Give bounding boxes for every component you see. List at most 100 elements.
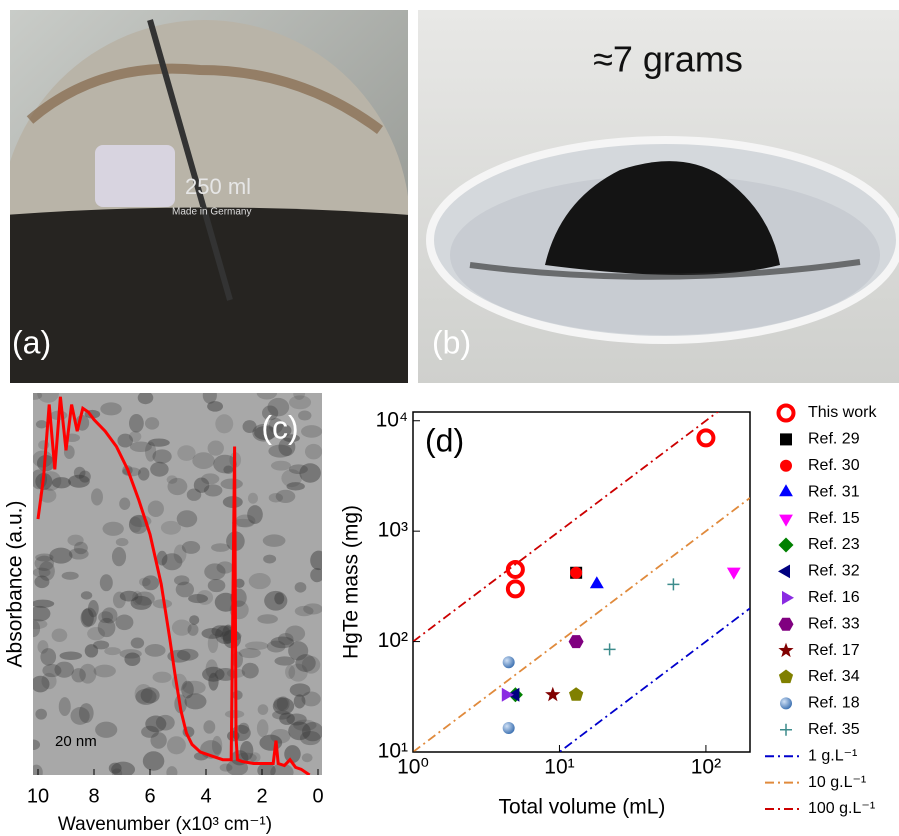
nanocrystal <box>33 675 50 693</box>
nanocrystal <box>97 617 116 638</box>
nanocrystal <box>115 614 134 631</box>
nanocrystal <box>152 671 172 683</box>
nanocrystal <box>138 577 151 587</box>
nanocrystal <box>87 627 106 641</box>
nanocrystal <box>181 680 194 699</box>
nanocrystal <box>281 469 302 488</box>
nanocrystal <box>294 605 314 617</box>
nanocrystal <box>184 693 207 710</box>
x-tick-label: 4 <box>200 785 211 807</box>
nanocrystal <box>288 663 308 682</box>
nanocrystal <box>150 461 169 477</box>
nanocrystal <box>215 625 236 645</box>
nanocrystal <box>145 441 157 462</box>
y-tick-label: 10² <box>378 629 408 652</box>
nanocrystal <box>219 763 233 772</box>
legend-label: Ref. 23 <box>808 536 860 553</box>
marker <box>502 656 515 669</box>
nanocrystal <box>95 721 118 738</box>
nanocrystal <box>84 644 99 658</box>
nanocrystal <box>263 554 277 564</box>
nanocrystal <box>238 722 250 734</box>
nanocrystal <box>41 672 57 690</box>
nanocrystal <box>79 663 97 684</box>
nanocrystal <box>235 514 256 528</box>
nanocrystal <box>232 690 243 700</box>
nanocrystal <box>278 437 296 457</box>
nanocrystal <box>111 547 127 567</box>
marker <box>570 566 583 579</box>
nanocrystal <box>284 745 301 764</box>
nanocrystal <box>155 714 175 731</box>
nanocrystal <box>276 696 290 712</box>
nanocrystal <box>68 474 90 488</box>
nanocrystal <box>203 720 216 734</box>
nanocrystal <box>254 425 277 440</box>
nanocrystal <box>148 438 170 447</box>
nanocrystal <box>257 614 278 624</box>
nanocrystal <box>137 467 150 481</box>
nanocrystal <box>274 656 295 666</box>
legend-swatch <box>778 537 794 553</box>
legend-swatch <box>780 697 792 710</box>
nanocrystal <box>288 464 308 475</box>
nanocrystal <box>238 647 261 659</box>
nanocrystal <box>208 672 219 691</box>
marker <box>502 721 515 734</box>
nanocrystal <box>68 548 89 560</box>
nanocrystal <box>211 543 230 552</box>
nanocrystal <box>176 510 198 528</box>
nanocrystal <box>88 599 99 618</box>
marker <box>505 559 525 579</box>
nanocrystal <box>189 615 200 625</box>
nanocrystal <box>270 728 291 744</box>
nanocrystal <box>270 763 294 775</box>
nanocrystal <box>152 599 173 609</box>
absorbance-line <box>36 396 311 775</box>
nanocrystal <box>61 571 79 580</box>
legend-swatch <box>776 403 796 423</box>
nanocrystal <box>160 520 181 535</box>
legend-swatch <box>778 617 794 631</box>
legend-label: Ref. 17 <box>808 642 860 659</box>
nanocrystal <box>35 708 47 720</box>
nanocrystal <box>196 590 214 605</box>
nanocrystal <box>223 465 234 475</box>
nanocrystal <box>152 449 172 464</box>
nanocrystal <box>288 641 309 661</box>
nanocrystal <box>293 719 317 731</box>
nanocrystal <box>130 637 145 649</box>
nanocrystal <box>80 608 94 628</box>
nanocrystal <box>132 590 143 606</box>
nanocrystal <box>134 591 155 606</box>
nanocrystal <box>142 751 165 771</box>
nanocrystal <box>262 405 279 421</box>
nanocrystal <box>128 431 142 442</box>
marker <box>603 643 616 656</box>
nanocrystal <box>270 636 295 649</box>
nanocrystal <box>303 603 322 615</box>
nanocrystal <box>187 623 199 636</box>
nanocrystal <box>130 595 152 610</box>
nanocrystal <box>59 651 83 660</box>
nanocrystal <box>166 766 178 775</box>
reference-line <box>413 412 720 643</box>
x-tick-label: 10⁰ <box>397 756 429 779</box>
nanocrystal <box>156 550 168 566</box>
nanocrystal <box>301 655 321 674</box>
nanocrystal <box>182 680 206 695</box>
nanocrystal <box>71 668 86 683</box>
nanocrystal <box>268 444 293 458</box>
nanocrystal <box>81 607 97 627</box>
x-tick-label: 10² <box>691 756 721 779</box>
scale-bar: 20 nm <box>55 733 97 750</box>
y-tick-label: 10⁴ <box>376 408 408 431</box>
nanocrystal <box>39 488 57 503</box>
nanocrystal <box>33 739 41 750</box>
nanocrystal <box>285 625 306 642</box>
nanocrystal <box>274 592 285 605</box>
nanocrystal <box>205 659 218 679</box>
nanocrystal <box>201 473 220 485</box>
marker <box>726 567 741 580</box>
